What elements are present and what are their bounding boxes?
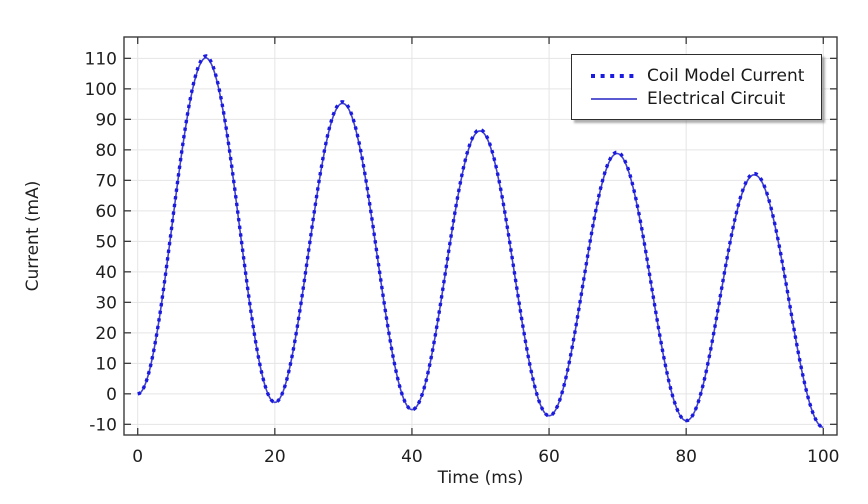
y-tick-label: 40 — [95, 263, 117, 283]
x-tick-label: 100 — [807, 447, 839, 467]
x-axis-title: Time (ms) — [437, 468, 524, 488]
x-tick-label: 40 — [401, 447, 423, 467]
grid-lines — [124, 37, 837, 435]
legend: Coil Model Current Electrical Circuit — [571, 54, 822, 120]
y-tick-label: -10 — [89, 415, 117, 435]
legend-label: Coil Model Current — [647, 65, 805, 86]
y-tick-label: 100 — [85, 80, 117, 100]
plot-border — [123, 36, 838, 436]
y-tick-label: 60 — [95, 202, 117, 222]
y-tick-label: 110 — [85, 49, 117, 69]
y-tick-label: 70 — [95, 171, 117, 191]
x-tick-label: 60 — [538, 447, 560, 467]
x-tick-labels: 0 20 40 60 80 100 — [132, 447, 839, 467]
legend-item-electrical-circuit: Electrical Circuit — [590, 87, 811, 110]
axis-ticks — [124, 37, 837, 435]
dotted-line-swatch — [591, 73, 637, 78]
y-tick-label: 0 — [106, 385, 117, 405]
y-tick-label: 30 — [95, 293, 117, 313]
x-tick-label: 0 — [132, 447, 143, 467]
x-tick-label: 80 — [675, 447, 697, 467]
y-tick-labels: -10 0 10 20 30 40 50 60 70 80 90 100 110 — [85, 49, 117, 435]
series-coil-model-current — [137, 54, 824, 430]
y-axis-title: Current (mA) — [23, 180, 43, 292]
y-tick-label: 10 — [95, 354, 117, 374]
legend-item-coil-model-current: Coil Model Current — [590, 64, 811, 87]
y-tick-label: 20 — [95, 324, 117, 344]
y-tick-label: 80 — [95, 141, 117, 161]
y-tick-label: 50 — [95, 232, 117, 252]
solid-line-swatch — [591, 97, 637, 100]
x-tick-label: 20 — [264, 447, 286, 467]
y-tick-label: 90 — [95, 110, 117, 130]
legend-label: Electrical Circuit — [647, 88, 786, 109]
